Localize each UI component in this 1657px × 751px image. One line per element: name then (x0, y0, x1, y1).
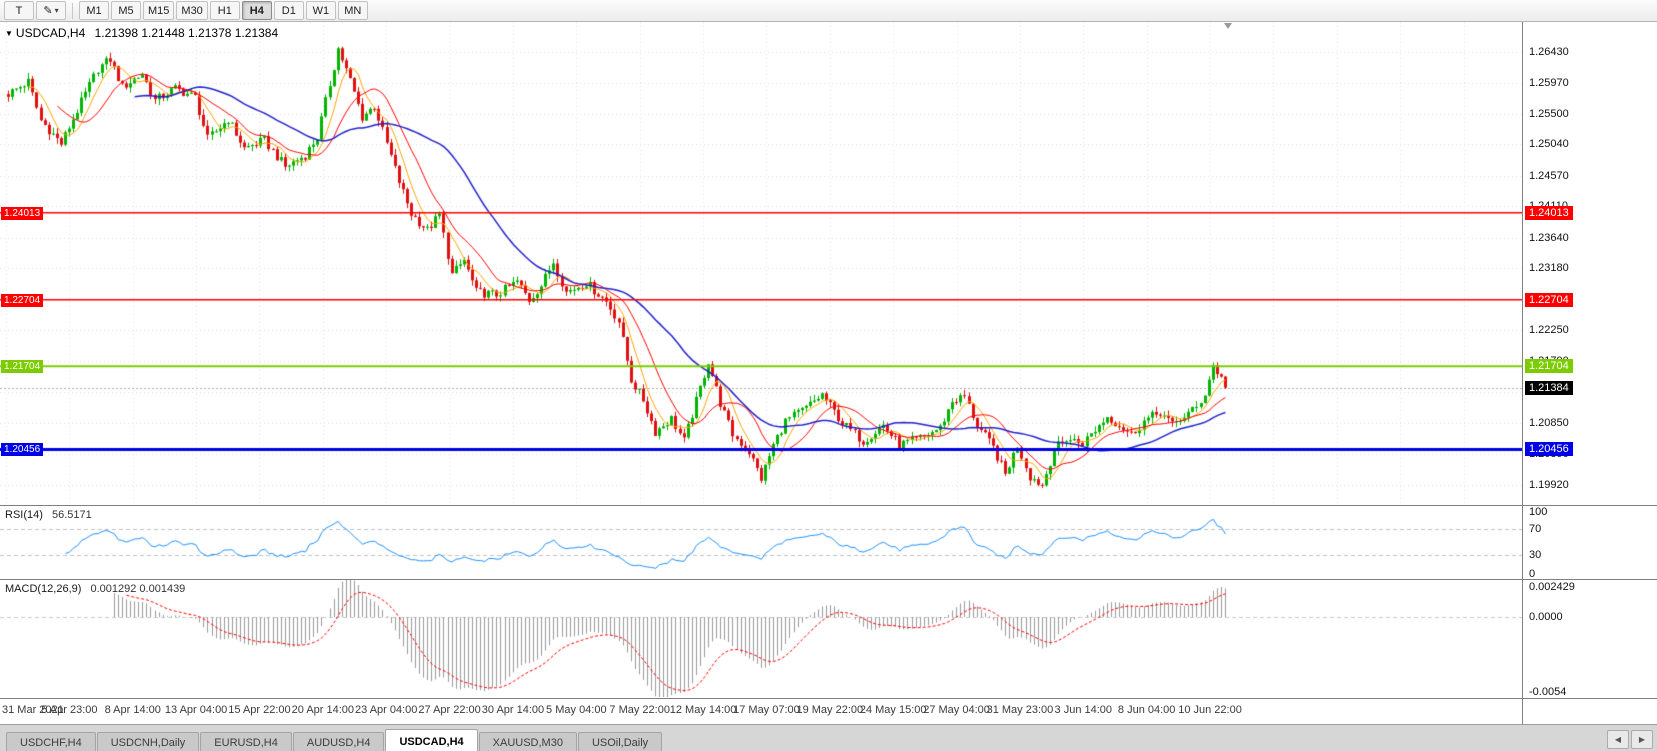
hline-left-label[interactable]: 1.24013 (1, 206, 44, 220)
price-tick: 1.19920 (1529, 479, 1569, 492)
time-axis-label: 27 May 04:00 (923, 704, 990, 716)
rsi-value: 56.5171 (51, 509, 92, 521)
timeframe-button-h4[interactable]: H4 (241, 1, 272, 20)
pencil-icon: ✎ (43, 5, 53, 17)
timeframe-button-mn[interactable]: MN (337, 1, 368, 20)
time-axis[interactable]: 31 Mar 2021 5 Apr 23:00 8 Apr 14:00 13 Apr … (0, 698, 1657, 724)
hline-left-label[interactable]: 1.20456 (1, 443, 44, 457)
timeframe-button-h1[interactable]: H1 (209, 1, 240, 20)
time-axis-label: 31 Mar 2021 (2, 704, 64, 716)
rsi-tick: 30 (1529, 548, 1542, 561)
chart-title: ▼ USDCAD,H4 1.21398 1.21448 1.21378 1.213… (5, 26, 278, 40)
time-axis-label: 7 May 22:00 (609, 704, 670, 716)
price-tick: 1.23640 (1529, 231, 1569, 244)
rsi-name: RSI(14) (5, 509, 43, 521)
time-axis-label: 13 Apr 04:00 (164, 704, 228, 716)
timeframe-button-m30[interactable]: M30 (176, 1, 208, 20)
price-tick: 1.26430 (1529, 45, 1569, 58)
tab-nav: ◀ ▶ (1605, 730, 1653, 749)
rsi-canvas[interactable] (0, 506, 1522, 578)
hline-left-label[interactable]: 1.21704 (1, 360, 44, 374)
time-axis-label: 5 May 04:00 (546, 704, 607, 716)
time-axis-label: 10 Jun 22:00 (1178, 704, 1242, 716)
chart-tab-usoil-daily[interactable]: USOil,Daily (577, 732, 663, 751)
macd-panel: MACD(12,26,9) 0.001292 0.001439 0.002429… (0, 579, 1657, 698)
chart-tab-usdcad-h4[interactable]: USDCAD,H4 (385, 729, 478, 751)
time-axis-label: 23 Apr 04:00 (355, 704, 418, 716)
hline-price-label[interactable]: 1.20456 (1525, 442, 1573, 457)
toolbar-separator (72, 2, 73, 19)
drawing-tool-button[interactable]: ✎ ▾ (36, 1, 66, 20)
main-chart-panel: ▼ USDCAD,H4 1.21398 1.21448 1.21378 1.213… (0, 22, 1657, 505)
chart-tab-audusd-h4[interactable]: AUDUSD,H4 (292, 732, 385, 751)
rsi-tick: 70 (1529, 523, 1542, 536)
chart-menu-icon[interactable]: ▼ (5, 29, 13, 38)
chart-shift-marker[interactable] (1224, 23, 1232, 29)
price-tick: 1.22250 (1529, 324, 1569, 337)
chart-tab-bar: USDCHF,H4 USDCNH,Daily EURUSD,H4 AUDUSD,H4 U… (0, 724, 1657, 751)
hline-price-label[interactable]: 1.22704 (1525, 292, 1573, 307)
rsi-label: RSI(14) 56.5171 (5, 509, 92, 521)
time-axis-label: 12 May 14:00 (669, 704, 737, 716)
time-axis-label: 27 Apr 22:00 (418, 704, 481, 716)
chart-tab-xauusd-m30[interactable]: XAUUSD,M30 (478, 732, 577, 751)
price-tick: 1.25500 (1529, 107, 1569, 120)
time-axis-label: 17 May 07:00 (733, 704, 800, 716)
tabs-scroll-left-button[interactable]: ◀ (1607, 730, 1629, 749)
chart-tab-usdcnh-daily[interactable]: USDCNH,Daily (96, 732, 200, 751)
main-chart-canvas[interactable] (0, 22, 1522, 505)
timeframe-button-d1[interactable]: D1 (273, 1, 304, 20)
rsi-panel: RSI(14) 56.5171 100 70 30 0 (0, 505, 1657, 580)
timeframe-group: M1 M5 M15 M30 H1 H4 D1 W1 MN (78, 1, 369, 20)
time-axis-label: 20 Apr 14:00 (291, 704, 355, 716)
macd-tick: 0.0000 (1529, 611, 1563, 624)
price-tick: 1.24570 (1529, 169, 1569, 182)
time-axis-label: 24 May 15:00 (859, 704, 927, 716)
chevron-down-icon: ▾ (54, 6, 59, 15)
price-tick: 1.20850 (1529, 417, 1569, 430)
chart-tab-usdchf-h4[interactable]: USDCHF,H4 (6, 732, 96, 751)
hline-left-label[interactable]: 1.22704 (1, 293, 44, 307)
hline-price-label[interactable]: 1.21704 (1525, 359, 1573, 374)
tabs-scroll-right-button[interactable]: ▶ (1631, 730, 1653, 749)
chart-tab-eurusd-h4[interactable]: EURUSD,H4 (200, 732, 292, 751)
time-axis-label: 8 Jun 04:00 (1117, 704, 1176, 716)
macd-canvas[interactable] (0, 580, 1522, 697)
macd-label: MACD(12,26,9) 0.001292 0.001439 (5, 583, 185, 595)
rsi-axis[interactable]: 100 70 30 0 (1522, 506, 1657, 580)
rsi-tick: 0 (1529, 568, 1536, 580)
hline-price-label[interactable]: 1.24013 (1525, 205, 1573, 220)
chart-tabs: USDCHF,H4 USDCNH,Daily EURUSD,H4 AUDUSD,H4 U… (6, 729, 663, 751)
macd-values: 0.001292 0.001439 (90, 583, 186, 595)
toolbox-button[interactable]: T (4, 1, 34, 20)
time-axis-label: 30 Apr 14:00 (481, 704, 545, 716)
timeframe-button-w1[interactable]: W1 (305, 1, 336, 20)
timeframe-button-m1[interactable]: M1 (79, 1, 109, 20)
time-axis-label: 8 Apr 14:00 (104, 704, 161, 716)
time-axis-label: 3 Jun 14:00 (1054, 704, 1113, 716)
current-price-label: 1.21384 (1525, 380, 1573, 395)
macd-name: MACD(12,26,9) (5, 583, 82, 595)
timeframe-button-m15[interactable]: M15 (143, 1, 175, 20)
price-tick: 1.25970 (1529, 76, 1569, 89)
time-axis-divider (1522, 699, 1523, 724)
rsi-tick: 100 (1529, 506, 1548, 518)
time-axis-label: 19 May 22:00 (796, 704, 864, 716)
toolbox-button-label: T (15, 4, 23, 17)
chart-ohlc: 1.21398 1.21448 1.21378 1.21384 (94, 26, 279, 40)
top-toolbar: T ✎ ▾ M1 M5 M15 M30 H1 H4 D1 W1 MN (0, 0, 1657, 22)
macd-tick: 0.002429 (1529, 581, 1575, 593)
time-axis-label: 15 Apr 22:00 (228, 704, 291, 716)
macd-axis[interactable]: 0.002429 0.0000 -0.0054 (1522, 580, 1657, 698)
price-tick: 1.23180 (1529, 262, 1569, 275)
chart-symbol: USDCAD,H4 (15, 26, 86, 40)
time-axis-label: 31 May 23:00 (986, 704, 1054, 716)
price-axis[interactable]: 1.264301.259701.255001.250401.245701.241… (1522, 22, 1657, 505)
price-tick: 1.25040 (1529, 138, 1569, 151)
time-axis-label: 5 Apr 23:00 (41, 704, 98, 716)
macd-tick: -0.0054 (1529, 686, 1567, 698)
timeframe-button-m5[interactable]: M5 (111, 1, 141, 20)
